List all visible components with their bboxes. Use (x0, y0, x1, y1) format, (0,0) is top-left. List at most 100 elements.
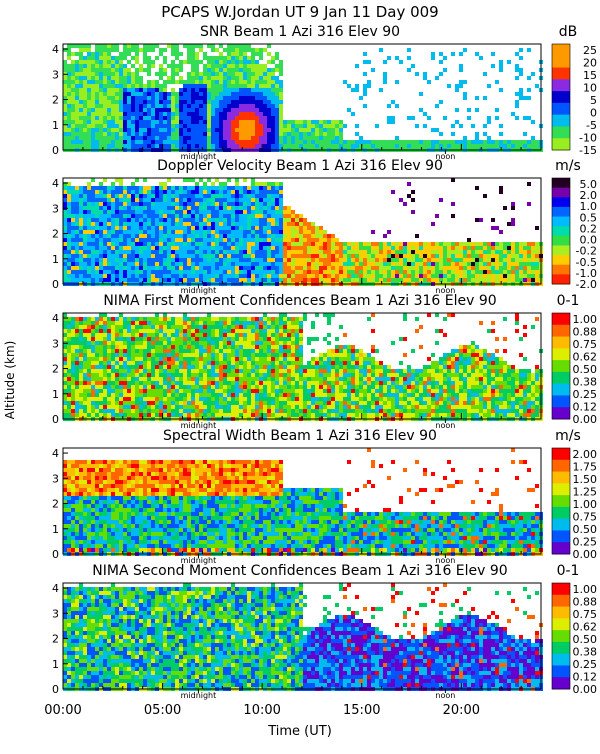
heatmap-cell (531, 270, 535, 274)
heatmap-cell (71, 250, 75, 254)
heatmap-cell (179, 361, 183, 365)
heatmap-cell (287, 230, 291, 234)
heatmap-cell (75, 258, 79, 262)
heatmap-cell (151, 405, 155, 409)
heatmap-cell (239, 258, 243, 262)
heatmap-cell (247, 108, 251, 112)
heatmap-cell (519, 254, 523, 258)
heatmap-cell (135, 337, 139, 341)
heatmap-cell (263, 266, 267, 270)
heatmap-cell (243, 242, 247, 246)
heatmap-cell (207, 44, 211, 48)
heatmap-cell (71, 270, 75, 274)
heatmap-cell (143, 230, 147, 234)
heatmap-cell (239, 112, 243, 116)
heatmap-cell (83, 76, 87, 80)
heatmap-cell (327, 124, 331, 128)
heatmap-cell (115, 202, 119, 206)
heatmap-cell (87, 92, 91, 96)
heatmap-cell (147, 278, 151, 282)
heatmap-cell (175, 254, 179, 258)
heatmap-cell (495, 258, 499, 262)
heatmap-cell (279, 258, 283, 262)
heatmap-cell (71, 206, 75, 210)
heatmap-cell (187, 194, 191, 198)
heatmap-cell (139, 92, 143, 96)
heatmap-cell (235, 68, 239, 72)
heatmap-cell (235, 64, 239, 68)
heatmap-cell (219, 226, 223, 230)
heatmap-cell (99, 210, 103, 214)
heatmap-cell (67, 278, 71, 282)
heatmap-cell (335, 246, 339, 250)
heatmap-cell (119, 321, 123, 325)
heatmap-cell (239, 246, 243, 250)
heatmap-cell (255, 88, 259, 92)
heatmap-cell (87, 238, 91, 242)
heatmap-cell (135, 413, 139, 417)
heatmap-cell (115, 48, 119, 52)
heatmap-cell (103, 278, 107, 282)
heatmap-cell (319, 226, 323, 230)
heatmap-cell (335, 144, 339, 148)
heatmap-cell (103, 234, 107, 238)
heatmap-cell (111, 254, 115, 258)
heatmap-cell (135, 405, 139, 409)
heatmap-cell (263, 194, 267, 198)
heatmap-cell (91, 242, 95, 246)
colorbar-label: 15 (583, 69, 597, 82)
heatmap-cell (511, 266, 515, 270)
heatmap-cell (83, 96, 87, 100)
heatmap-cell (179, 238, 183, 242)
heatmap-cell (123, 325, 127, 329)
heatmap-cell (115, 140, 119, 144)
heatmap-cell (87, 132, 91, 136)
heatmap-cell (91, 194, 95, 198)
heatmap-cell (503, 242, 507, 246)
heatmap-cell (123, 333, 127, 337)
heatmap-cell (271, 104, 275, 108)
heatmap-cell (259, 194, 263, 198)
heatmap-cell (523, 278, 527, 282)
heatmap-cell (207, 274, 211, 278)
heatmap-cell (111, 88, 115, 92)
heatmap-cell (175, 349, 179, 353)
heatmap-cell (303, 262, 307, 266)
heatmap-cell (403, 246, 407, 250)
heatmap-cell (67, 64, 71, 68)
heatmap-cell (187, 254, 191, 258)
heatmap-cell (115, 266, 119, 270)
heatmap-cell (267, 186, 271, 190)
heatmap-cell (67, 381, 71, 385)
heatmap-cell (519, 56, 523, 60)
heatmap-cell (143, 218, 147, 222)
heatmap-cell (131, 242, 135, 246)
heatmap-cell (247, 104, 251, 108)
panel-title: NIMA First Moment Confidences Beam 1 Azi… (103, 293, 496, 309)
heatmap-cell (435, 140, 439, 144)
heatmap-cell (91, 112, 95, 116)
heatmap-cell (191, 234, 195, 238)
heatmap-cell (271, 182, 275, 186)
heatmap-cell (171, 140, 175, 144)
heatmap-cell (135, 202, 139, 206)
heatmap-cell (147, 96, 151, 100)
heatmap-cell (215, 270, 219, 274)
heatmap-cell (91, 333, 95, 337)
heatmap-cell (119, 84, 123, 88)
heatmap-cell (135, 321, 139, 325)
heatmap-cell (159, 246, 163, 250)
heatmap-cell (495, 278, 499, 282)
heatmap-cell (267, 72, 271, 76)
heatmap-cell (363, 88, 367, 92)
heatmap-cell (119, 222, 123, 226)
heatmap-cell (335, 136, 339, 140)
heatmap-cell (247, 112, 251, 116)
heatmap-cell (475, 108, 479, 112)
heatmap-cell (299, 214, 303, 218)
heatmap-cell (239, 68, 243, 72)
heatmap-cell (263, 250, 267, 254)
heatmap-cell (327, 128, 331, 132)
heatmap-cell (127, 409, 131, 413)
heatmap-cell (467, 242, 471, 246)
